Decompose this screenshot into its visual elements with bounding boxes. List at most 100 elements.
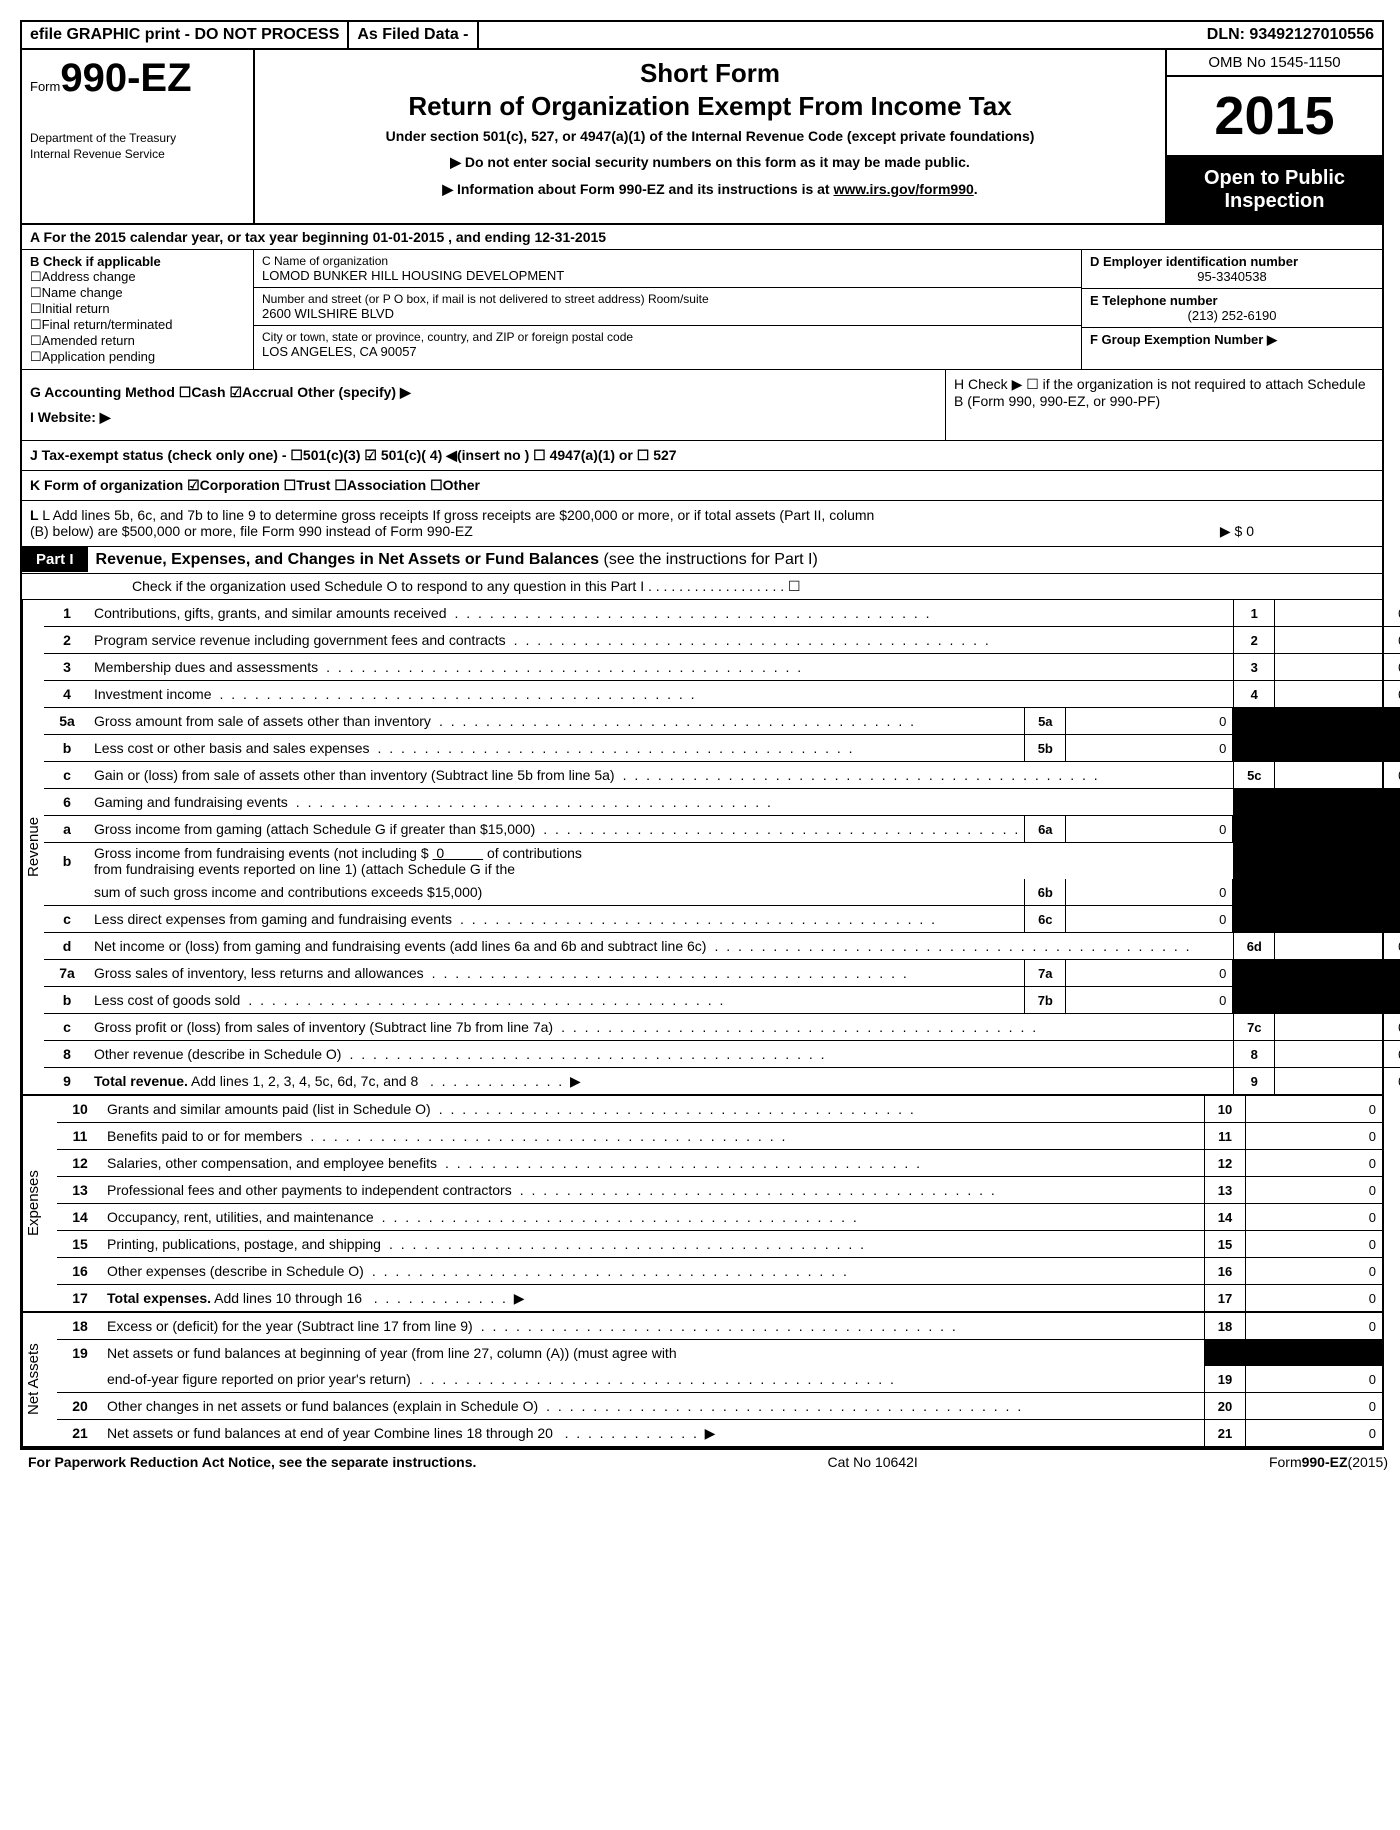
line-desc: end-of-year figure reported on prior yea… [103, 1369, 1204, 1389]
part1-title: Revenue, Expenses, and Changes in Net As… [88, 547, 826, 573]
line-number: 19 [57, 1345, 103, 1361]
line-desc: Grants and similar amounts paid (list in… [103, 1099, 1204, 1119]
line-5a: 5aGross amount from sale of assets other… [44, 708, 1400, 735]
right-line-val: 0 [1275, 762, 1400, 788]
right-line-no: 18 [1204, 1313, 1246, 1339]
line-number: 10 [57, 1101, 103, 1117]
shaded-cell [1275, 816, 1400, 842]
open-to-public: Open to Public Inspection [1167, 157, 1382, 223]
tax-year: 2015 [1167, 77, 1382, 157]
right-line-val: 0 [1275, 627, 1400, 653]
ein-value: 95-3340538 [1090, 269, 1374, 284]
col-b-checkboxes: B Check if applicable ☐Address change ☐N… [22, 250, 254, 369]
chk-name-change[interactable]: ☐Name change [30, 285, 245, 301]
right-line-val: 0 [1275, 600, 1400, 626]
chk-amended-return[interactable]: ☐Amended return [30, 333, 245, 349]
dln: DLN: 93492127010556 [1199, 22, 1382, 48]
shaded-cell [1233, 987, 1275, 1013]
omb-number: OMB No 1545-1150 [1167, 50, 1382, 77]
row-j-tax-exempt: J Tax-exempt status (check only one) - ☐… [22, 441, 1382, 471]
netassets-section: Net Assets 18Excess or (deficit) for the… [22, 1313, 1382, 1448]
subtitle: Under section 501(c), 527, or 4947(a)(1)… [265, 128, 1155, 144]
right-line-no: 13 [1204, 1177, 1246, 1203]
line-number: 5a [44, 713, 90, 729]
form-990ez-page: efile GRAPHIC print - DO NOT PROCESS As … [20, 20, 1384, 1450]
line-number: 4 [44, 686, 90, 702]
shaded-cell [1233, 816, 1275, 842]
line-1: 1Contributions, gifts, grants, and simil… [44, 600, 1400, 627]
chk-address-change[interactable]: ☐Address change [30, 269, 245, 285]
title-return: Return of Organization Exempt From Incom… [265, 91, 1155, 122]
netassets-label: Net Assets [22, 1313, 57, 1446]
line-b: bLess cost or other basis and sales expe… [44, 735, 1400, 762]
section-bcdef: B Check if applicable ☐Address change ☐N… [22, 250, 1382, 370]
chk-application-pending[interactable]: ☐Application pending [30, 349, 245, 365]
revenue-lines: 1Contributions, gifts, grants, and simil… [44, 600, 1400, 1094]
right-line-no: 8 [1233, 1041, 1275, 1067]
right-line-val: 0 [1246, 1258, 1382, 1284]
org-name-cell: C Name of organization LOMOD BUNKER HILL… [254, 250, 1081, 288]
line-number: 21 [57, 1425, 103, 1441]
warning-ssn: ▶ Do not enter social security numbers o… [265, 154, 1155, 171]
expenses-lines: 10Grants and similar amounts paid (list … [57, 1096, 1382, 1311]
line-number: c [44, 1019, 90, 1035]
col-b-header: B Check if applicable [30, 254, 245, 269]
org-address: 2600 WILSHIRE BLVD [262, 306, 1073, 321]
org-name: LOMOD BUNKER HILL HOUSING DEVELOPMENT [262, 268, 1073, 283]
right-line-no: 15 [1204, 1231, 1246, 1257]
right-line-val: 0 [1246, 1231, 1382, 1257]
line-9: 9Total revenue. Add lines 1, 2, 3, 4, 5c… [44, 1068, 1400, 1094]
line-desc: Membership dues and assessments [90, 657, 1233, 677]
line-number: 11 [57, 1128, 103, 1144]
shaded-cell [1275, 789, 1400, 815]
header-center: Short Form Return of Organization Exempt… [255, 50, 1165, 223]
line-15: 15Printing, publications, postage, and s… [57, 1231, 1382, 1258]
line-desc: Gain or (loss) from sale of assets other… [90, 765, 1233, 785]
shaded-cell [1246, 1340, 1382, 1366]
shaded-cell [1204, 1340, 1246, 1366]
line-17: 17Total expenses. Add lines 10 through 1… [57, 1285, 1382, 1311]
shaded-cell [1233, 906, 1275, 932]
sub-line-no: 7b [1024, 987, 1066, 1013]
line-b: bLess cost of goods sold7b0 [44, 987, 1400, 1014]
chk-final-return[interactable]: ☐Final return/terminated [30, 317, 245, 333]
col-gi: G Accounting Method ☐Cash ☑Accrual Other… [22, 370, 945, 440]
line-number: 6 [44, 794, 90, 810]
right-line-no: 7c [1233, 1014, 1275, 1040]
sub-line-no: 5b [1024, 735, 1066, 761]
line-6b: bGross income from fundraising events (n… [44, 843, 1400, 879]
line-number: a [44, 821, 90, 837]
right-line-no: 20 [1204, 1393, 1246, 1419]
right-line-val: 0 [1246, 1177, 1382, 1203]
ein-cell: D Employer identification number 95-3340… [1082, 250, 1382, 289]
right-line-val: 0 [1275, 1041, 1400, 1067]
sub-line-no: 5a [1024, 708, 1066, 734]
shaded-cell [1233, 960, 1275, 986]
right-line-no: 4 [1233, 681, 1275, 707]
right-line-val: 0 [1275, 1068, 1400, 1094]
row-i-website: I Website: ▶ [30, 409, 937, 426]
irs-link[interactable]: www.irs.gov/form990 [833, 181, 973, 197]
line-desc: sum of such gross income and contributio… [90, 882, 1024, 902]
sub-line-val: 0 [1066, 960, 1233, 986]
right-line-no: 10 [1204, 1096, 1246, 1122]
line-desc: Gross income from fundraising events (no… [90, 843, 1233, 879]
chk-initial-return[interactable]: ☐Initial return [30, 301, 245, 317]
footer: For Paperwork Reduction Act Notice, see … [20, 1450, 1396, 1474]
expenses-label: Expenses [22, 1096, 57, 1311]
col-c-org-info: C Name of organization LOMOD BUNKER HILL… [254, 250, 1081, 369]
row-a-tax-year: A For the 2015 calendar year, or tax yea… [22, 225, 1382, 250]
org-address-cell: Number and street (or P O box, if mail i… [254, 288, 1081, 326]
netassets-lines: 18Excess or (deficit) for the year (Subt… [57, 1313, 1382, 1446]
warning-info: ▶ Information about Form 990-EZ and its … [265, 181, 1155, 198]
line-3: 3Membership dues and assessments30 [44, 654, 1400, 681]
line-desc: Net income or (loss) from gaming and fun… [90, 936, 1233, 956]
right-line-no: 14 [1204, 1204, 1246, 1230]
line-8: 8Other revenue (describe in Schedule O)8… [44, 1041, 1400, 1068]
line-7a: 7aGross sales of inventory, less returns… [44, 960, 1400, 987]
expenses-section: Expenses 10Grants and similar amounts pa… [22, 1096, 1382, 1313]
line-desc: Gross income from gaming (attach Schedul… [90, 819, 1024, 839]
right-line-val: 0 [1246, 1313, 1382, 1339]
as-filed: As Filed Data - [349, 22, 478, 48]
right-line-val: 0 [1246, 1285, 1382, 1311]
